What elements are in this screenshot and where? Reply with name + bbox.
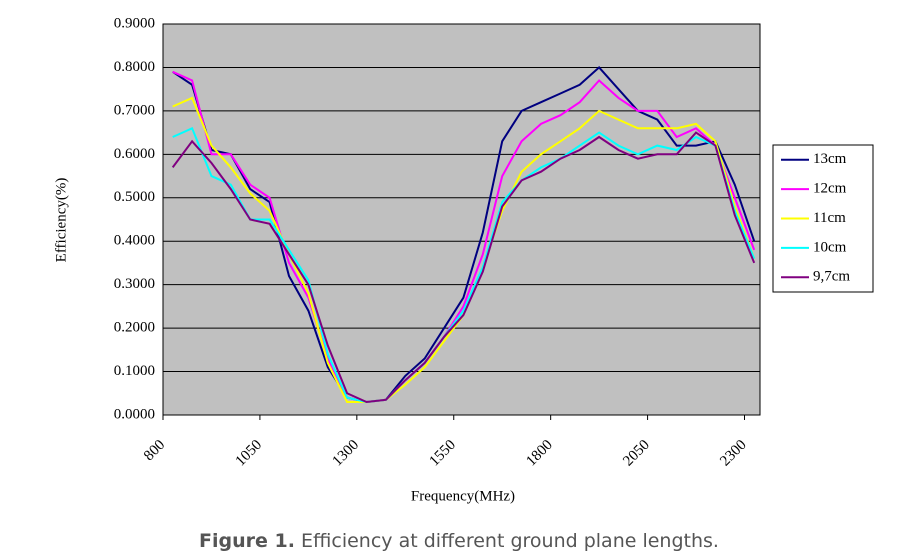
caption-text: Efficiency at different ground plane len… [301, 530, 719, 552]
x-tick-label: 1300 [330, 437, 363, 470]
y-axis-label: Efficiency(%) [53, 178, 69, 263]
legend-label: 9,7cm [813, 269, 850, 285]
y-tick-label: 0.8000 [114, 59, 155, 75]
legend-label: 11cm [813, 210, 846, 226]
y-tick-label: 0.5000 [114, 189, 155, 205]
series-line [172, 70, 756, 404]
x-tick-label: 1050 [233, 437, 266, 470]
y-tick-label: 0.4000 [114, 233, 155, 249]
series-line [172, 126, 756, 404]
y-tick-label: 0.9000 [114, 15, 155, 31]
y-tick-label: 0.2000 [114, 320, 155, 336]
legend-label: 10cm [813, 239, 847, 255]
x-tick-label: 1800 [523, 437, 556, 470]
caption: Figure 1. Efficiency at different ground… [199, 530, 719, 552]
legend-label: 12cm [813, 181, 847, 197]
legend-label: 13cm [813, 151, 847, 167]
y-tick-label: 0.6000 [114, 146, 155, 162]
x-tick-label: 1550 [426, 437, 459, 470]
y-tick-label: 0.3000 [114, 276, 155, 292]
caption-label: Figure 1. [199, 530, 295, 552]
series-line [171, 131, 756, 404]
series-line [172, 65, 756, 404]
x-tick-label: 2300 [717, 437, 750, 470]
x-axis-label: Frequency(MHz) [411, 488, 515, 504]
x-tick-label: 2050 [620, 437, 653, 470]
x-tick-label: 800 [141, 437, 168, 464]
y-tick-label: 0.1000 [114, 363, 155, 379]
y-tick-label: 0.0000 [114, 406, 155, 422]
y-tick-label: 0.7000 [114, 102, 155, 118]
